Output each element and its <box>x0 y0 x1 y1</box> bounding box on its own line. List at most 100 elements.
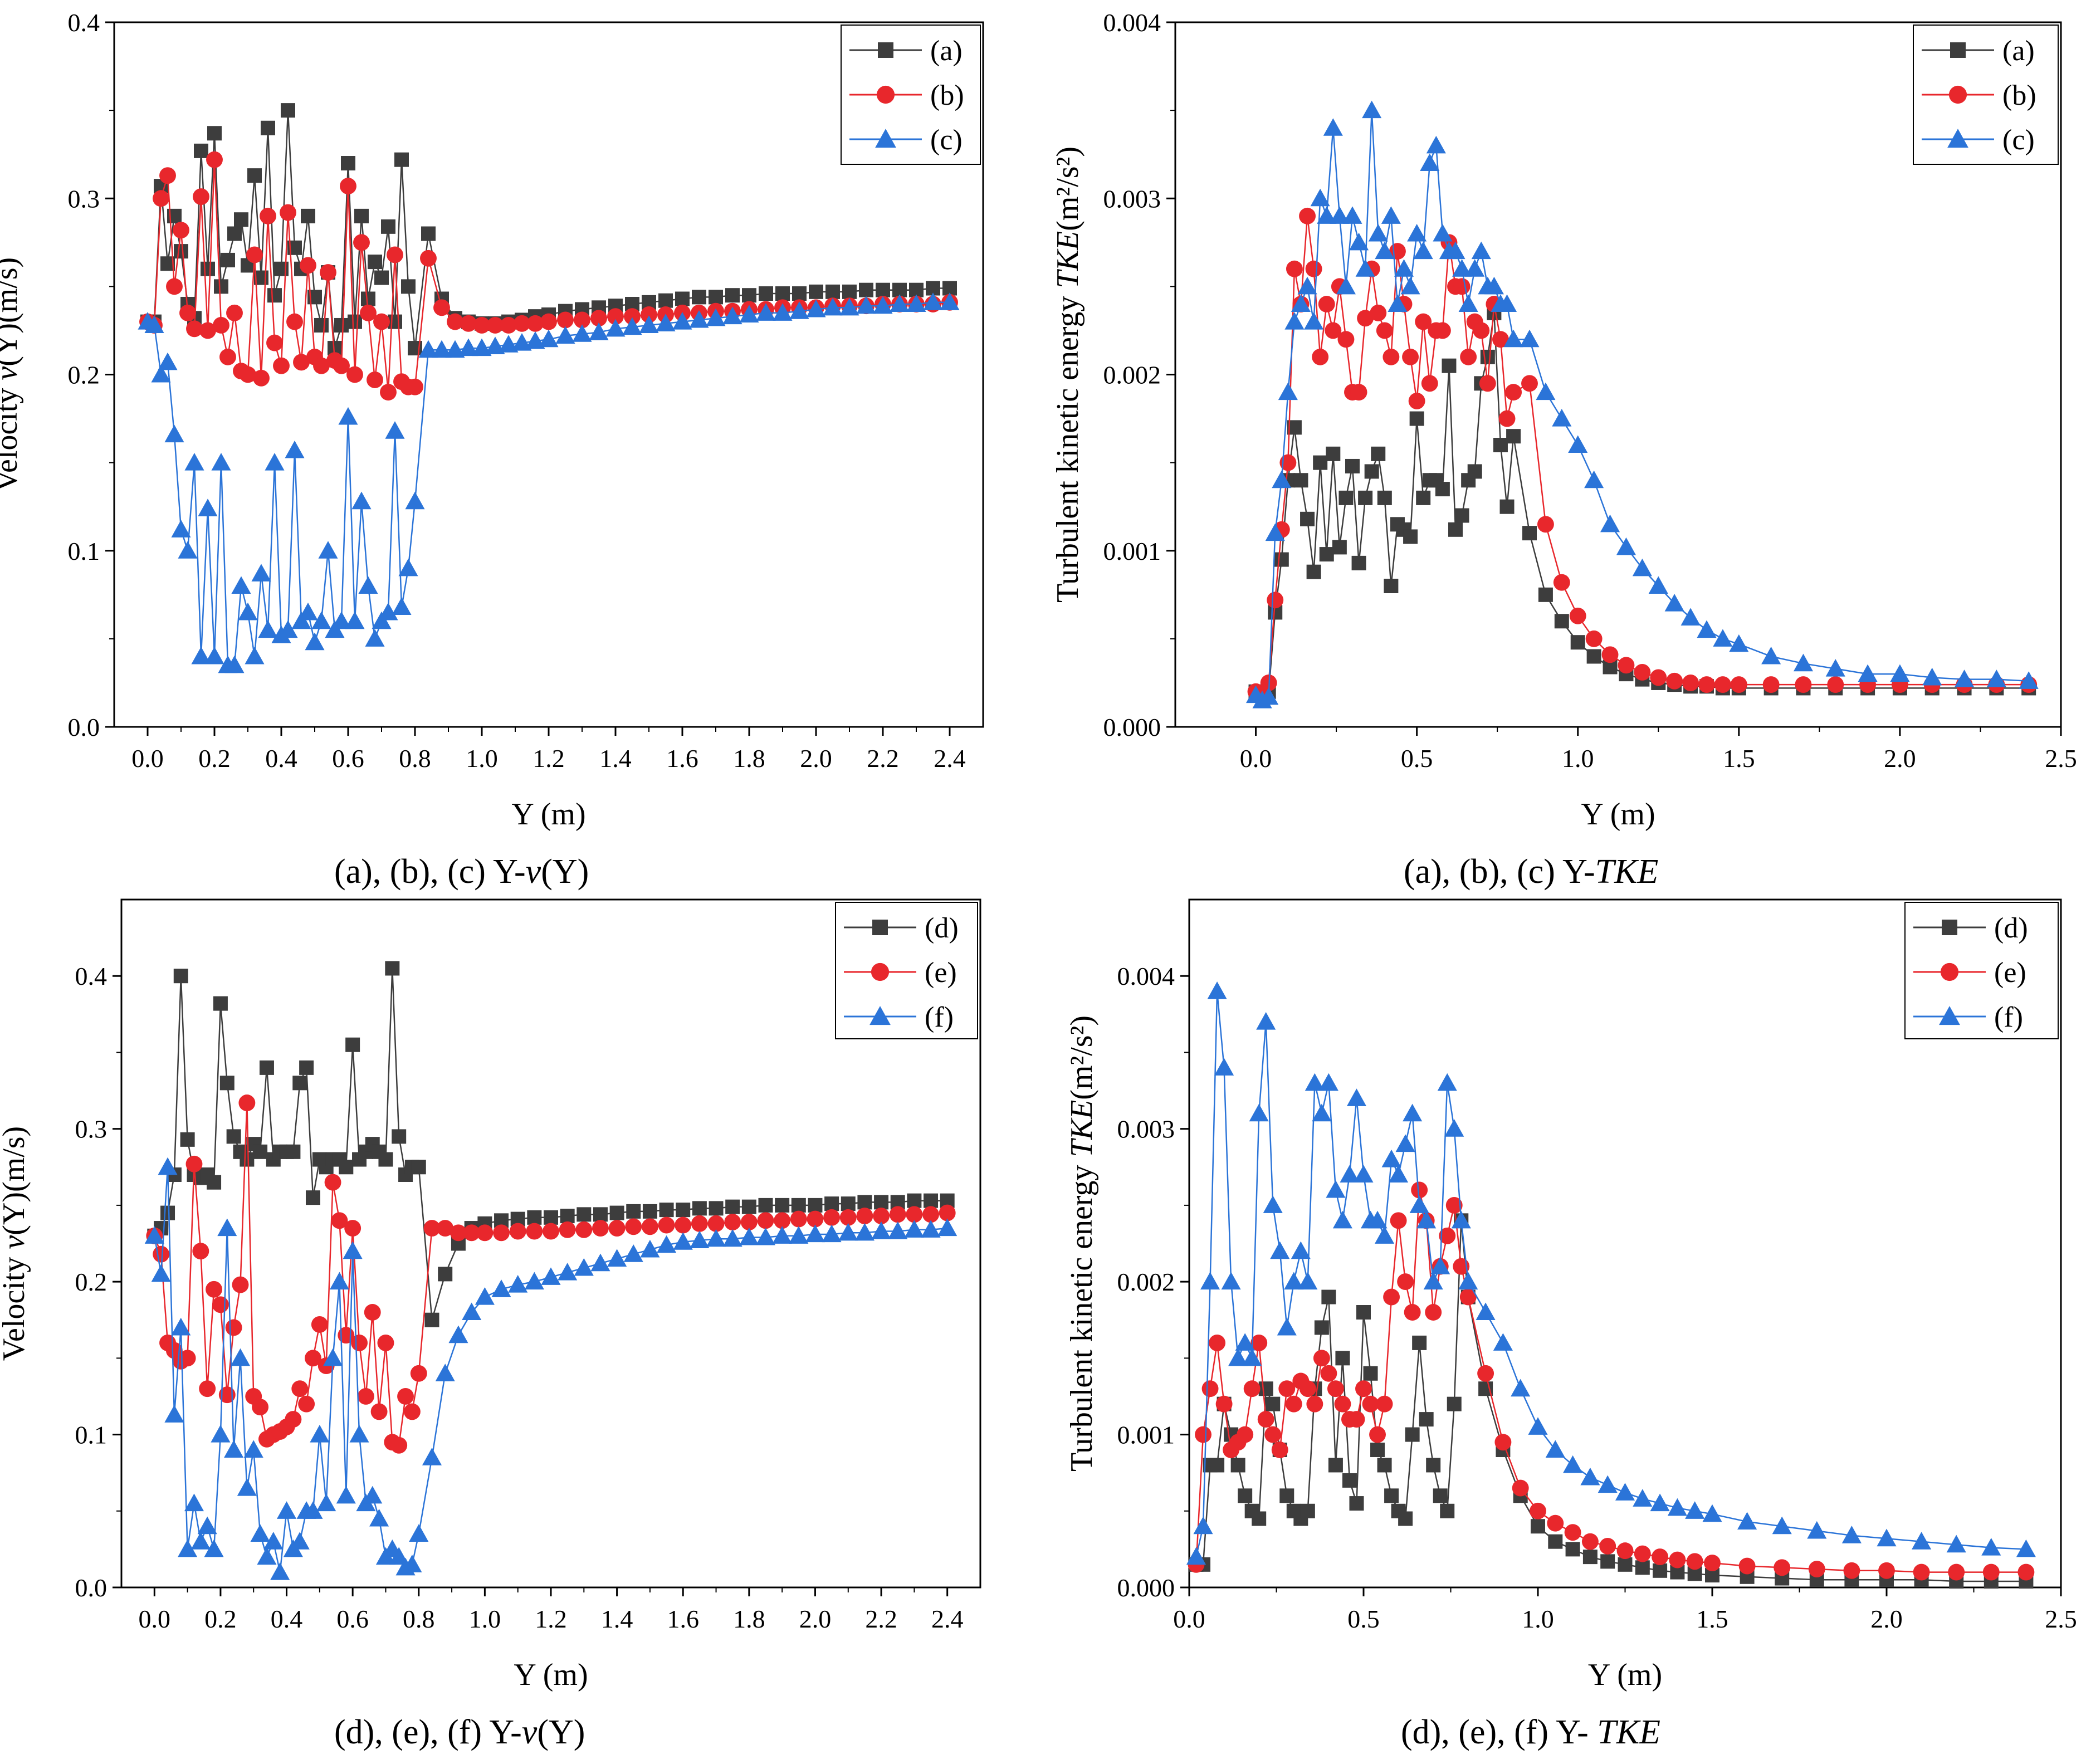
data-point <box>725 288 740 303</box>
data-point <box>1459 1288 1477 1306</box>
data-point <box>2019 671 2039 689</box>
data-point <box>390 1436 408 1454</box>
data-point <box>924 1193 939 1208</box>
data-point <box>1186 1547 1206 1565</box>
data-point <box>1327 1380 1344 1397</box>
data-point <box>1265 523 1285 541</box>
data-point <box>184 453 204 471</box>
data-point <box>267 288 282 303</box>
data-point <box>1319 547 1334 562</box>
data-point <box>1403 529 1418 544</box>
data-point <box>1666 672 1683 690</box>
data-point <box>1342 206 1362 224</box>
data-point <box>825 284 840 299</box>
data-point <box>1878 1562 1895 1579</box>
data-point <box>199 322 216 339</box>
data-point <box>1599 1537 1616 1555</box>
data-point <box>164 1405 184 1423</box>
data-point <box>1473 322 1490 339</box>
data-point <box>174 244 188 259</box>
data-point <box>261 120 275 135</box>
data-point <box>232 1276 249 1293</box>
x-tick-label: 0.0 <box>1240 744 1272 773</box>
data-point <box>1685 1501 1705 1519</box>
data-point <box>1384 1488 1399 1503</box>
data-point <box>1522 526 1537 541</box>
data-point <box>305 1190 320 1205</box>
data-point <box>775 1198 790 1213</box>
caption-3: (d), (e), (f) Y-v(Y) <box>334 1713 585 1751</box>
data-point <box>1445 1196 1463 1214</box>
data-point <box>1313 455 1328 470</box>
legend-marker <box>1947 129 1968 148</box>
data-point <box>418 340 438 358</box>
data-point <box>589 322 609 340</box>
data-point <box>690 1230 710 1249</box>
data-point <box>320 264 336 281</box>
data-point <box>185 1155 203 1172</box>
data-point <box>1498 410 1516 427</box>
data-point <box>251 564 271 582</box>
data-point <box>539 329 559 348</box>
legend-marker <box>1939 1006 1960 1025</box>
data-point <box>724 1214 741 1231</box>
data-point <box>460 315 477 332</box>
data-point <box>1698 676 1715 693</box>
data-point <box>1545 1440 1565 1458</box>
data-point <box>1433 1488 1448 1503</box>
data-point <box>1986 670 2006 687</box>
data-point <box>1321 1289 1336 1304</box>
data-point <box>298 602 318 620</box>
data-point <box>558 1263 578 1281</box>
data-point <box>343 1241 363 1259</box>
data-point <box>1890 664 1910 682</box>
data-point <box>1554 614 1569 629</box>
x-tick-label: 1.4 <box>601 1605 633 1633</box>
data-point <box>873 296 893 314</box>
data-point <box>1291 1241 1311 1259</box>
data-point <box>204 646 224 664</box>
data-point <box>1586 649 1601 664</box>
x-axis-title: Y (m) <box>514 1658 588 1692</box>
data-point <box>856 1208 873 1225</box>
data-point <box>808 1198 823 1213</box>
x-tick-label: 0.0 <box>139 1605 171 1633</box>
data-point <box>144 1226 164 1244</box>
data-point <box>1494 1434 1512 1451</box>
x-tick-label: 2.5 <box>2045 1605 2077 1633</box>
data-point <box>1448 522 1463 537</box>
data-point <box>1653 1563 1668 1578</box>
data-point <box>1452 259 1472 277</box>
data-point <box>922 1206 939 1223</box>
y-tick-label: 0.0 <box>68 713 100 741</box>
data-point <box>253 1144 268 1159</box>
data-point <box>1548 1534 1563 1549</box>
data-point <box>572 324 592 342</box>
data-point <box>805 1224 825 1243</box>
data-point <box>224 1440 244 1458</box>
data-point <box>758 1198 773 1213</box>
data-point <box>291 1380 309 1397</box>
x-tick-label: 1.6 <box>666 744 698 773</box>
data-point <box>759 286 773 301</box>
data-point <box>873 1208 890 1225</box>
data-point <box>435 1364 455 1381</box>
data-point <box>1601 646 1619 663</box>
data-point <box>485 336 505 354</box>
y-tick-label: 0.0 <box>75 1574 108 1602</box>
data-point <box>164 424 184 443</box>
data-point <box>524 1272 544 1290</box>
data-point <box>211 453 231 471</box>
data-point <box>345 611 365 629</box>
data-point <box>592 1220 609 1237</box>
data-point <box>318 541 338 559</box>
data-point <box>476 1224 494 1242</box>
data-point <box>706 1229 726 1247</box>
data-point <box>1650 669 1667 686</box>
data-point <box>1318 296 1335 312</box>
data-point <box>338 407 358 425</box>
data-point <box>540 313 557 330</box>
data-point <box>1807 1521 1827 1539</box>
data-point <box>1635 1560 1650 1575</box>
data-point <box>234 212 248 227</box>
